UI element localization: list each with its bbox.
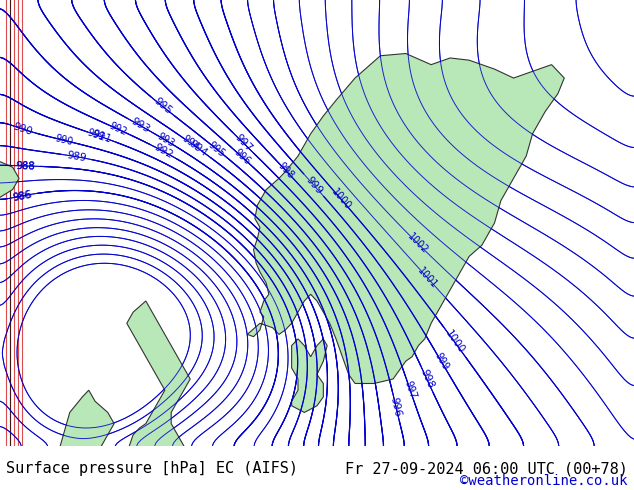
Polygon shape	[292, 339, 327, 413]
Text: 991: 991	[91, 129, 113, 145]
Text: 989: 989	[66, 150, 87, 164]
Text: 1002: 1002	[405, 231, 430, 255]
Text: 993: 993	[155, 131, 176, 149]
Text: 991: 991	[85, 127, 106, 143]
Text: 1000: 1000	[329, 187, 353, 212]
Text: 995: 995	[206, 140, 227, 159]
Text: 1000: 1000	[443, 329, 467, 356]
Polygon shape	[57, 390, 114, 482]
Text: 993: 993	[129, 116, 152, 135]
Text: 996: 996	[232, 147, 252, 167]
Text: Fr 27-09-2024 06:00 UTC (00+78): Fr 27-09-2024 06:00 UTC (00+78)	[345, 462, 628, 476]
Text: 999: 999	[304, 174, 324, 196]
Text: 998: 998	[418, 368, 436, 391]
Text: Surface pressure [hPa] EC (AIFS): Surface pressure [hPa] EC (AIFS)	[6, 462, 299, 476]
Text: 986: 986	[11, 189, 33, 203]
Text: 986: 986	[12, 189, 32, 202]
Text: 988: 988	[15, 161, 36, 171]
Text: 999: 999	[432, 351, 450, 372]
Text: 990: 990	[11, 121, 33, 137]
Text: 988: 988	[16, 161, 35, 171]
Polygon shape	[247, 53, 564, 384]
Polygon shape	[0, 151, 19, 223]
Text: 997: 997	[403, 379, 418, 400]
Text: 998: 998	[276, 161, 296, 181]
Text: 996: 996	[389, 396, 403, 417]
Text: ©weatheronline.co.uk: ©weatheronline.co.uk	[460, 474, 628, 488]
Text: 1001: 1001	[415, 265, 439, 290]
Polygon shape	[120, 301, 213, 490]
Text: 995: 995	[152, 96, 173, 117]
Text: 994: 994	[188, 139, 209, 159]
Text: 990: 990	[54, 133, 74, 147]
Text: 992: 992	[152, 142, 174, 161]
Text: 997: 997	[233, 132, 254, 154]
Text: 992: 992	[107, 121, 128, 138]
Text: 994: 994	[180, 134, 201, 152]
